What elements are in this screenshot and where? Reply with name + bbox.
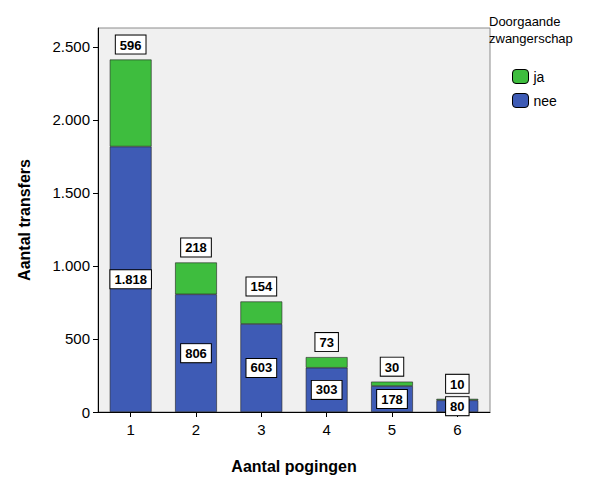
svg-text:4: 4	[322, 421, 330, 438]
svg-text:1.000: 1.000	[52, 257, 90, 274]
svg-text:nee: nee	[534, 93, 558, 109]
svg-text:1.500: 1.500	[52, 184, 90, 201]
svg-text:10: 10	[450, 377, 464, 392]
svg-text:30: 30	[385, 360, 399, 375]
svg-text:154: 154	[250, 279, 272, 294]
svg-text:Doorgaande: Doorgaande	[489, 14, 564, 29]
svg-text:Aantal pogingen: Aantal pogingen	[231, 458, 356, 475]
svg-text:603: 603	[250, 360, 272, 375]
svg-text:1.818: 1.818	[114, 272, 147, 287]
svg-text:1: 1	[126, 421, 134, 438]
svg-text:806: 806	[185, 346, 207, 361]
svg-text:2: 2	[192, 421, 200, 438]
svg-text:2.500: 2.500	[52, 38, 90, 55]
svg-text:73: 73	[319, 335, 333, 350]
svg-text:80: 80	[450, 399, 464, 414]
svg-text:2.000: 2.000	[52, 111, 90, 128]
svg-text:0: 0	[82, 404, 90, 421]
svg-text:218: 218	[185, 240, 207, 255]
svg-text:500: 500	[65, 330, 90, 347]
svg-text:5: 5	[388, 421, 396, 438]
svg-text:303: 303	[316, 382, 338, 397]
svg-text:178: 178	[381, 392, 403, 407]
svg-text:zwangerschap: zwangerschap	[489, 31, 573, 46]
svg-text:3: 3	[257, 421, 265, 438]
svg-text:Aantal transfers: Aantal transfers	[16, 159, 33, 281]
svg-text:ja: ja	[533, 69, 545, 85]
svg-text:596: 596	[120, 38, 142, 53]
svg-text:6: 6	[453, 421, 461, 438]
